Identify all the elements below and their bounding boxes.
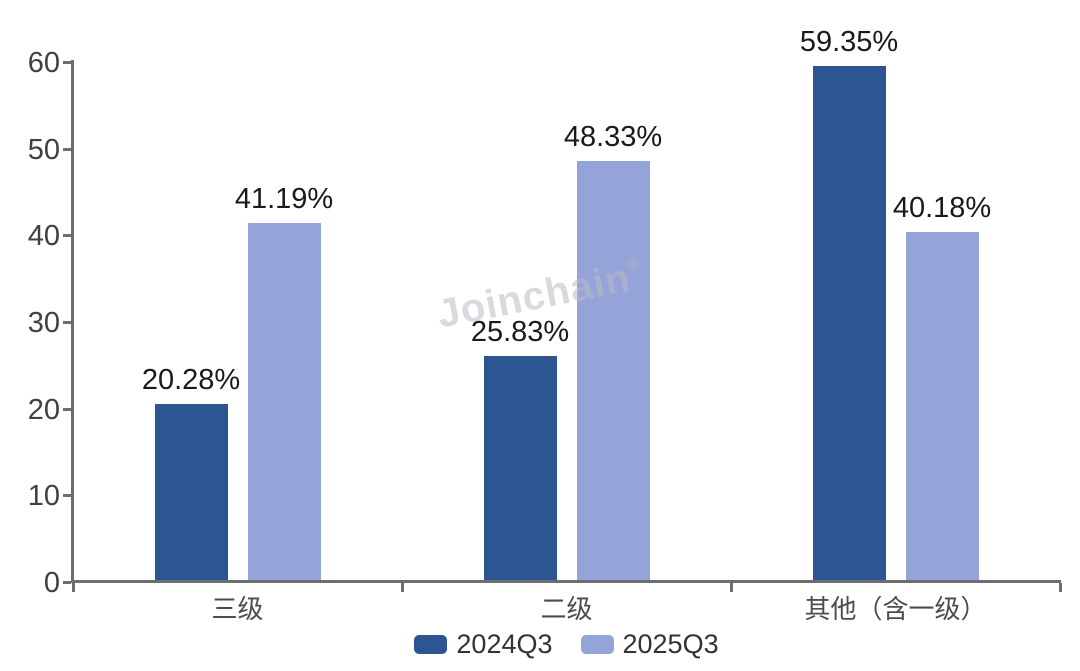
y-tick-label: 0 xyxy=(43,567,60,599)
legend-label-2024q3: 2024Q3 xyxy=(456,629,553,659)
legend-swatch-2024q3-icon xyxy=(414,634,448,654)
bar-2025Q3-3 xyxy=(905,231,979,580)
x-category-label: 三级 xyxy=(211,594,264,624)
y-tick-label: 30 xyxy=(27,307,60,339)
bar-value-label: 25.83% xyxy=(470,316,570,349)
y-tick-label: 50 xyxy=(27,133,60,166)
x-axis-tick xyxy=(729,583,733,592)
y-axis-tick xyxy=(63,407,71,411)
bar-value-label: 41.19% xyxy=(234,183,334,216)
y-axis-line xyxy=(71,60,74,583)
bar-value-label: 40.18% xyxy=(892,191,992,224)
x-axis-tick xyxy=(71,583,75,592)
bar-2024Q3-3 xyxy=(812,65,886,580)
bar-2024Q3-2 xyxy=(483,356,557,580)
bar-value-label: 59.35% xyxy=(799,25,899,58)
x-axis-tick xyxy=(1058,583,1062,592)
legend-item-2025q3[interactable]: 2025Q3 xyxy=(580,629,719,659)
x-category-label: 二级 xyxy=(540,594,593,624)
y-tick-label: 10 xyxy=(27,480,60,513)
bar-2024Q3-1 xyxy=(154,404,228,580)
y-axis-tick xyxy=(63,234,71,238)
legend-swatch-2025q3-icon xyxy=(580,634,614,654)
bar-value-label: 48.33% xyxy=(563,121,663,154)
y-axis-tick xyxy=(63,581,71,584)
y-tick-label: 60 xyxy=(27,47,60,79)
bar-value-label: 20.28% xyxy=(141,364,241,397)
x-axis-tick xyxy=(400,583,404,592)
y-axis-tick xyxy=(63,494,71,498)
y-axis-tick xyxy=(63,147,71,151)
legend: 2024Q3 2025Q3 xyxy=(73,629,1060,659)
y-axis-tick xyxy=(63,61,71,64)
y-tick-label: 40 xyxy=(27,220,60,253)
bar-2025Q3-2 xyxy=(576,161,650,580)
bar-2025Q3-1 xyxy=(247,223,321,580)
y-axis-tick xyxy=(63,321,71,324)
y-tick-label: 20 xyxy=(27,393,60,426)
legend-item-2024q3[interactable]: 2024Q3 xyxy=(414,629,553,659)
legend-label-2025q3: 2025Q3 xyxy=(622,629,719,659)
x-axis-line xyxy=(71,580,1061,583)
x-category-label: 其他（含一级） xyxy=(804,594,987,624)
